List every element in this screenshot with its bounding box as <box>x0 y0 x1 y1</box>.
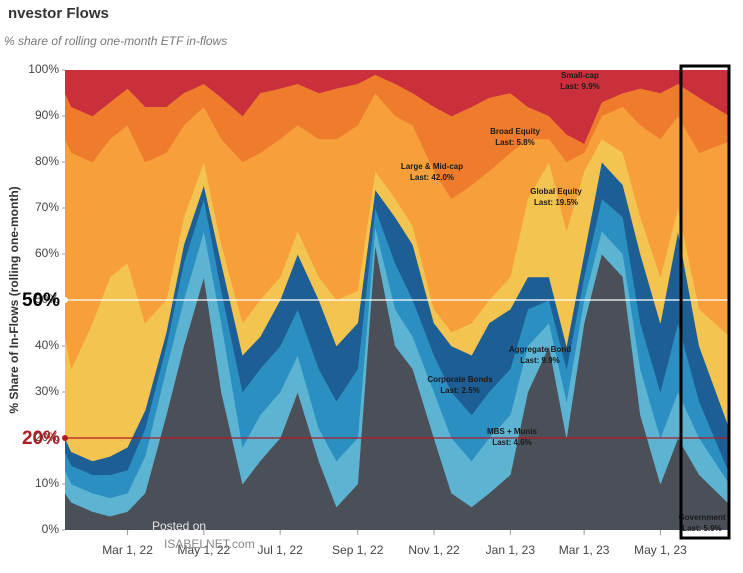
y-tick-label: 40% <box>35 338 59 352</box>
y-tick-label: 100% <box>28 62 59 76</box>
reference-label: 50% <box>22 290 60 311</box>
x-tick-label: Jan 1, 23 <box>486 543 536 557</box>
reference-label: 20% <box>22 428 60 449</box>
watermark: ISABELNET.com <box>164 537 255 551</box>
x-tick-label: May 1, 23 <box>634 543 687 557</box>
series-label: Government <box>678 513 725 522</box>
y-tick-label: 10% <box>35 476 59 490</box>
plot-area <box>65 70 728 530</box>
series-label: Aggregate Bond <box>509 345 571 354</box>
y-axis-title: % Share of In-Flows (rolling one-month) <box>7 186 21 413</box>
x-tick-label: Sep 1, 22 <box>332 543 384 557</box>
series-last-label: Last: 2.5% <box>440 386 480 395</box>
overlay: 0% 10% 20% 30% 40% 50% 60% 70% 80% 90% 100% Mar 1, … <box>22 62 728 557</box>
x-tick-label: Nov 1, 22 <box>408 543 460 557</box>
series-last-label: Last: 4.6% <box>492 438 532 447</box>
x-tick-label: Mar 1, 22 <box>102 543 153 557</box>
series-label: Global Equity <box>530 187 582 196</box>
x-tick-label: May 1, 22 <box>178 543 231 557</box>
y-tick-label: 90% <box>35 108 59 122</box>
y-tick-label: 20% <box>35 430 59 444</box>
y-tick-label: 30% <box>35 384 59 398</box>
y-tick-label: 60% <box>35 246 59 260</box>
x-tick-label: Jul 1, 22 <box>257 543 303 557</box>
series-last-label: Last: 9.9% <box>520 356 560 365</box>
series-label: Broad Equity <box>490 127 540 136</box>
series-last-label: Last: 9.9% <box>560 82 600 91</box>
series-label: MBS + Munis <box>487 427 538 436</box>
series-label: Corporate Bonds <box>427 375 493 384</box>
chart-subtitle: % share of rolling one-month ETF in-flow… <box>4 34 227 48</box>
highlight-box <box>679 64 731 540</box>
y-tick-label: 0% <box>42 522 60 536</box>
watermark: Posted on <box>152 519 206 533</box>
x-tick-label: Mar 1, 23 <box>559 543 610 557</box>
reference-dot <box>62 435 68 441</box>
series-label: Small-cap <box>561 71 599 80</box>
y-tick-label: 50% <box>35 292 59 306</box>
y-tick-label: 80% <box>35 154 59 168</box>
series-last-label: Last: 5.8% <box>495 138 535 147</box>
reference-dot <box>62 297 68 303</box>
series-last-label: Last: 42.0% <box>410 173 454 182</box>
series-last-label: Last: 19.5% <box>534 198 578 207</box>
series-label: Large & Mid-cap <box>401 162 463 171</box>
chart-title: nvestor Flows <box>8 5 109 22</box>
y-tick-label: 70% <box>35 200 59 214</box>
area <box>65 70 728 144</box>
series-last-label: Last: 5.9% <box>682 524 722 533</box>
